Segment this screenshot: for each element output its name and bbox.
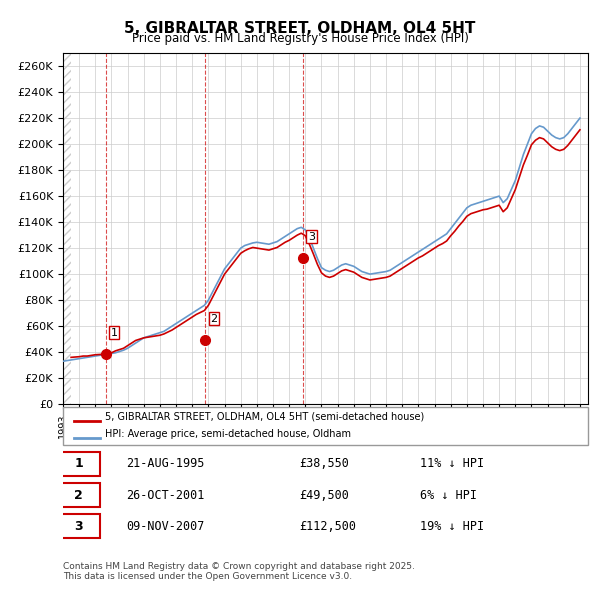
Text: £112,500: £112,500 (299, 520, 356, 533)
Text: 11% ↓ HPI: 11% ↓ HPI (420, 457, 484, 470)
Text: 1: 1 (74, 457, 83, 470)
FancyBboxPatch shape (63, 407, 588, 445)
Text: 2: 2 (74, 489, 83, 502)
Text: 1: 1 (110, 328, 118, 338)
Text: 09-NOV-2007: 09-NOV-2007 (126, 520, 205, 533)
FancyBboxPatch shape (58, 514, 100, 538)
Text: 2: 2 (211, 314, 217, 323)
Text: Price paid vs. HM Land Registry's House Price Index (HPI): Price paid vs. HM Land Registry's House … (131, 32, 469, 45)
Text: 19% ↓ HPI: 19% ↓ HPI (420, 520, 484, 533)
Text: 6% ↓ HPI: 6% ↓ HPI (420, 489, 477, 502)
Text: 3: 3 (308, 232, 315, 242)
Text: £49,500: £49,500 (299, 489, 349, 502)
Text: HPI: Average price, semi-detached house, Oldham: HPI: Average price, semi-detached house,… (105, 429, 351, 439)
Text: £38,550: £38,550 (299, 457, 349, 470)
Text: 5, GIBRALTAR STREET, OLDHAM, OL4 5HT: 5, GIBRALTAR STREET, OLDHAM, OL4 5HT (124, 21, 476, 35)
Text: 26-OCT-2001: 26-OCT-2001 (126, 489, 205, 502)
Text: 5, GIBRALTAR STREET, OLDHAM, OL4 5HT (semi-detached house): 5, GIBRALTAR STREET, OLDHAM, OL4 5HT (se… (105, 412, 424, 422)
Text: 3: 3 (74, 520, 83, 533)
Bar (63, 53, 71, 404)
FancyBboxPatch shape (58, 483, 100, 507)
Text: 21-AUG-1995: 21-AUG-1995 (126, 457, 205, 470)
Text: Contains HM Land Registry data © Crown copyright and database right 2025.
This d: Contains HM Land Registry data © Crown c… (63, 562, 415, 581)
FancyBboxPatch shape (58, 452, 100, 476)
